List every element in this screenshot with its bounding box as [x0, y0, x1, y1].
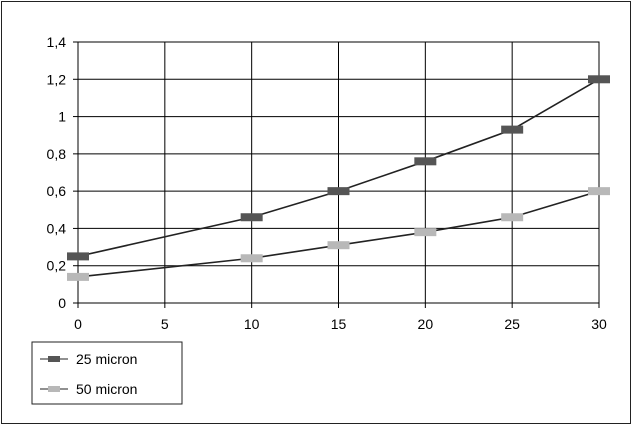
x-tick-label: 10 [244, 316, 260, 332]
data-point-25-micron [501, 125, 524, 134]
y-tick-labels: 0 0,2 0,4 0,6 0,8 1 1,2 1,4 [47, 34, 67, 311]
legend-marker-25-micron [48, 356, 60, 362]
series-line-50-micron [77, 190, 600, 278]
legend-label-50-micron: 50 micron [76, 381, 137, 397]
x-tick-label: 25 [504, 316, 520, 332]
y-tick-label: 1,4 [47, 34, 67, 50]
data-point-50-micron [67, 272, 89, 281]
data-point-25-micron [327, 187, 350, 196]
data-point-25-micron [67, 252, 89, 261]
data-point-50-micron [501, 213, 524, 222]
y-tick-label: 0,8 [47, 146, 67, 162]
legend-box [31, 341, 183, 405]
y-tick-label: 1 [58, 109, 66, 125]
legend-marker-50-micron [48, 386, 60, 392]
x-tick-label: 5 [161, 316, 169, 332]
x-tick-labels: 0 5 10 15 20 25 30 [74, 316, 607, 332]
series-lines [77, 78, 600, 278]
legend-label-25-micron: 25 micron [76, 351, 137, 367]
plot-area-border [77, 41, 600, 304]
grid [77, 41, 600, 304]
x-tick-label: 15 [331, 316, 347, 332]
y-tick-label: 1,2 [47, 71, 67, 87]
data-point-50-micron [588, 187, 610, 196]
series-line-25-micron [77, 78, 600, 258]
data-point-25-micron [588, 75, 610, 84]
x-tick-label: 20 [418, 316, 434, 332]
data-point-50-micron [240, 254, 263, 263]
data-point-50-micron [414, 228, 437, 237]
y-tick-label: 0,6 [47, 183, 67, 199]
y-tick-label: 0 [58, 295, 66, 311]
data-point-25-micron [240, 213, 263, 222]
data-point-25-micron [414, 157, 437, 166]
x-tick-label: 0 [74, 316, 82, 332]
legend: 25 micron 50 micron [31, 341, 183, 405]
axes [73, 41, 600, 308]
x-tick-label: 30 [591, 316, 607, 332]
series-markers [67, 75, 610, 281]
y-tick-label: 0,4 [47, 220, 67, 236]
y-tick-label: 0,2 [47, 258, 67, 274]
data-point-50-micron [327, 241, 350, 250]
